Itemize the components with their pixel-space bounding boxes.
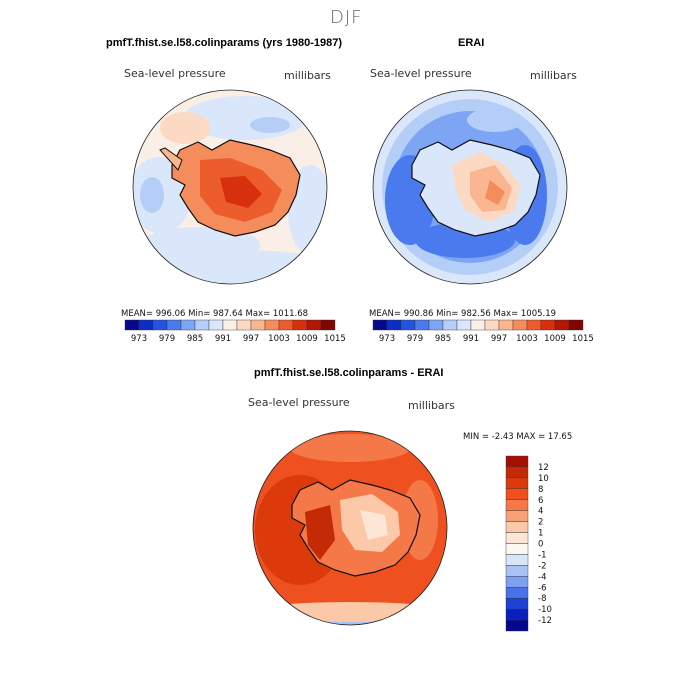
panel-diff-colorbar-tick-label: -1	[538, 550, 546, 560]
panel-model-colorbar-tick-label: 1003	[268, 334, 290, 344]
panel-erai-colorbar-swatch	[400, 319, 416, 331]
panel-diff-colorbar-swatch	[505, 510, 529, 522]
panel-model-colorbar-swatch	[236, 319, 252, 331]
panel-erai-colorbar-swatch	[540, 319, 556, 331]
panel-model-colorbar-swatch	[264, 319, 280, 331]
panel-erai-antarctica	[411, 139, 541, 237]
panel-diff-colorbar-swatch	[505, 576, 529, 588]
panel-diff-colorbar-swatch	[505, 455, 529, 468]
panel-diff-colorbar-tick-label: -12	[538, 616, 552, 626]
panel-model-colorbar-swatch	[180, 319, 196, 331]
panel-diff-colorbar-swatch	[505, 466, 529, 479]
panel-model-colorbar-swatch	[124, 319, 140, 331]
panel-diff-colorbar-swatch	[505, 477, 529, 490]
panel-erai-title: ERAI	[458, 37, 485, 49]
panel-model-colorbar-swatch	[166, 319, 182, 331]
panel-erai-colorbar-tick-label: 1009	[544, 334, 566, 344]
panel-model-colorbar-swatch	[194, 319, 210, 331]
panel-model-colorbar-swatch	[208, 319, 224, 331]
panel-erai-colorbar-swatch	[526, 319, 542, 331]
panel-diff-colorbar-tick-label: 1	[538, 529, 543, 539]
panel-erai-colorbar-tick-label: 979	[407, 334, 423, 344]
panel-erai-colorbar-tick-label: 973	[379, 334, 395, 344]
panel-model-colorbar-swatch	[152, 319, 168, 331]
panel-erai-colorbar-tick-label: 991	[463, 334, 479, 344]
panel-erai-colorbar-tick-label: 1003	[516, 334, 538, 344]
panel-diff-variable: Sea-level pressure	[248, 396, 350, 409]
panel-model-colorbar-swatch	[306, 319, 322, 331]
panel-erai-colorbar-swatch	[386, 319, 402, 331]
panel-erai-colorbar-swatch	[512, 319, 528, 331]
panel-diff-colorbar-tick-label: 2	[538, 518, 543, 528]
panel-diff-colorbar-swatch	[505, 587, 529, 599]
panel-model-colorbar-tick-label: 997	[243, 334, 259, 344]
panel-erai-colorbar-swatch	[414, 319, 430, 331]
panel-model-units: millibars	[284, 69, 331, 82]
panel-diff-colorbar-swatch	[505, 619, 529, 632]
panel-model-colorbar-tick-label: 973	[131, 334, 147, 344]
panel-erai-colorbar-swatch	[372, 319, 388, 331]
panel-model-colorbar-swatch	[250, 319, 266, 331]
panel-model-colorbar-swatch	[292, 319, 308, 331]
panel-erai-colorbar-swatch	[442, 319, 458, 331]
panel-model-colorbar-swatch	[138, 319, 154, 331]
panel-model-colorbar-tick-label: 979	[159, 334, 175, 344]
figure-title: DJF	[330, 7, 363, 28]
panel-diff-colorbar-swatch	[505, 565, 529, 577]
panel-diff-units: millibars	[408, 399, 455, 412]
panel-erai-colorbar-tick-label: 997	[491, 334, 507, 344]
panel-diff-colorbar-swatch	[505, 532, 529, 544]
panel-erai-units: millibars	[530, 69, 577, 82]
panel-erai-colorbar-tick-label: 985	[435, 334, 451, 344]
panel-diff-colorbar-tick-label: -2	[538, 561, 546, 571]
panel-erai-colorbar-swatch	[484, 319, 500, 331]
panel-model-colorbar-swatch	[222, 319, 238, 331]
panel-diff-colorbar-tick-label: 12	[538, 463, 549, 473]
panel-erai-colorbar-tick-label: 1015	[572, 334, 594, 344]
panel-model-variable: Sea-level pressure	[124, 67, 226, 80]
panel-erai-colorbar-swatch	[428, 319, 444, 331]
panel-model-colorbar-swatch	[278, 319, 294, 331]
panel-diff-colorbar-swatch	[505, 554, 529, 566]
panel-diff-colorbar-swatch	[505, 608, 529, 621]
panel-model-title: pmfT.fhist.se.l58.colinparams (yrs 1980-…	[106, 37, 342, 49]
panel-diff-colorbar-swatch	[505, 499, 529, 511]
panel-diff-colorbar-tick-label: -8	[538, 594, 546, 604]
panel-diff-title: pmfT.fhist.se.l58.colinparams - ERAI	[254, 367, 444, 379]
panel-model-colorbar-tick-label: 1009	[296, 334, 318, 344]
panel-diff-stats: MIN = -2.43 MAX = 17.65	[463, 432, 573, 442]
panel-model-stats: MEAN= 996.06 Min= 987.64 Max= 1011.68	[121, 309, 309, 319]
panel-diff-colorbar-tick-label: 4	[538, 507, 543, 517]
panel-diff-colorbar-tick-label: 6	[538, 496, 543, 506]
panel-diff-colorbar-tick-label: 8	[538, 485, 543, 495]
panel-diff-colorbar-swatch	[505, 597, 529, 610]
panel-erai-colorbar-swatch	[498, 319, 514, 331]
panel-model-colorbar-swatch	[320, 319, 336, 331]
panel-erai-colorbar-swatch	[456, 319, 472, 331]
panel-diff-antarctica	[291, 479, 421, 577]
panel-diff-colorbar-tick-label: 10	[538, 474, 549, 484]
panel-model-antarctica	[171, 139, 301, 237]
panel-model-colorbar-tick-label: 985	[187, 334, 203, 344]
panel-erai-colorbar-swatch	[470, 319, 486, 331]
panel-model-colorbar: 973 979 985 991 997 1003 1009 1015	[124, 319, 346, 344]
panel-model-colorbar-tick-label: 991	[215, 334, 231, 344]
panel-diff-colorbar-tick-label: 0	[538, 540, 543, 550]
panel-erai-colorbar-swatch	[554, 319, 570, 331]
panel-diff-colorbar-swatch	[505, 488, 529, 500]
panel-erai-colorbar-swatch	[568, 319, 584, 331]
panel-model-colorbar-tick-label: 1015	[324, 334, 346, 344]
panel-diff-colorbar-swatch	[505, 543, 529, 555]
panel-diff-colorbar-swatch	[505, 521, 529, 533]
panel-diff-colorbar-tick-label: -6	[538, 583, 546, 593]
panel-erai-variable: Sea-level pressure	[370, 67, 472, 80]
panel-erai-colorbar: 973 979 985 991 997 1003 1009 1015	[372, 319, 594, 344]
panel-diff-colorbar-tick-label: -10	[538, 605, 552, 615]
panel-diff-colorbar-tick-label: -4	[538, 572, 546, 582]
panel-erai-stats: MEAN= 990.86 Min= 982.56 Max= 1005.19	[369, 309, 557, 319]
